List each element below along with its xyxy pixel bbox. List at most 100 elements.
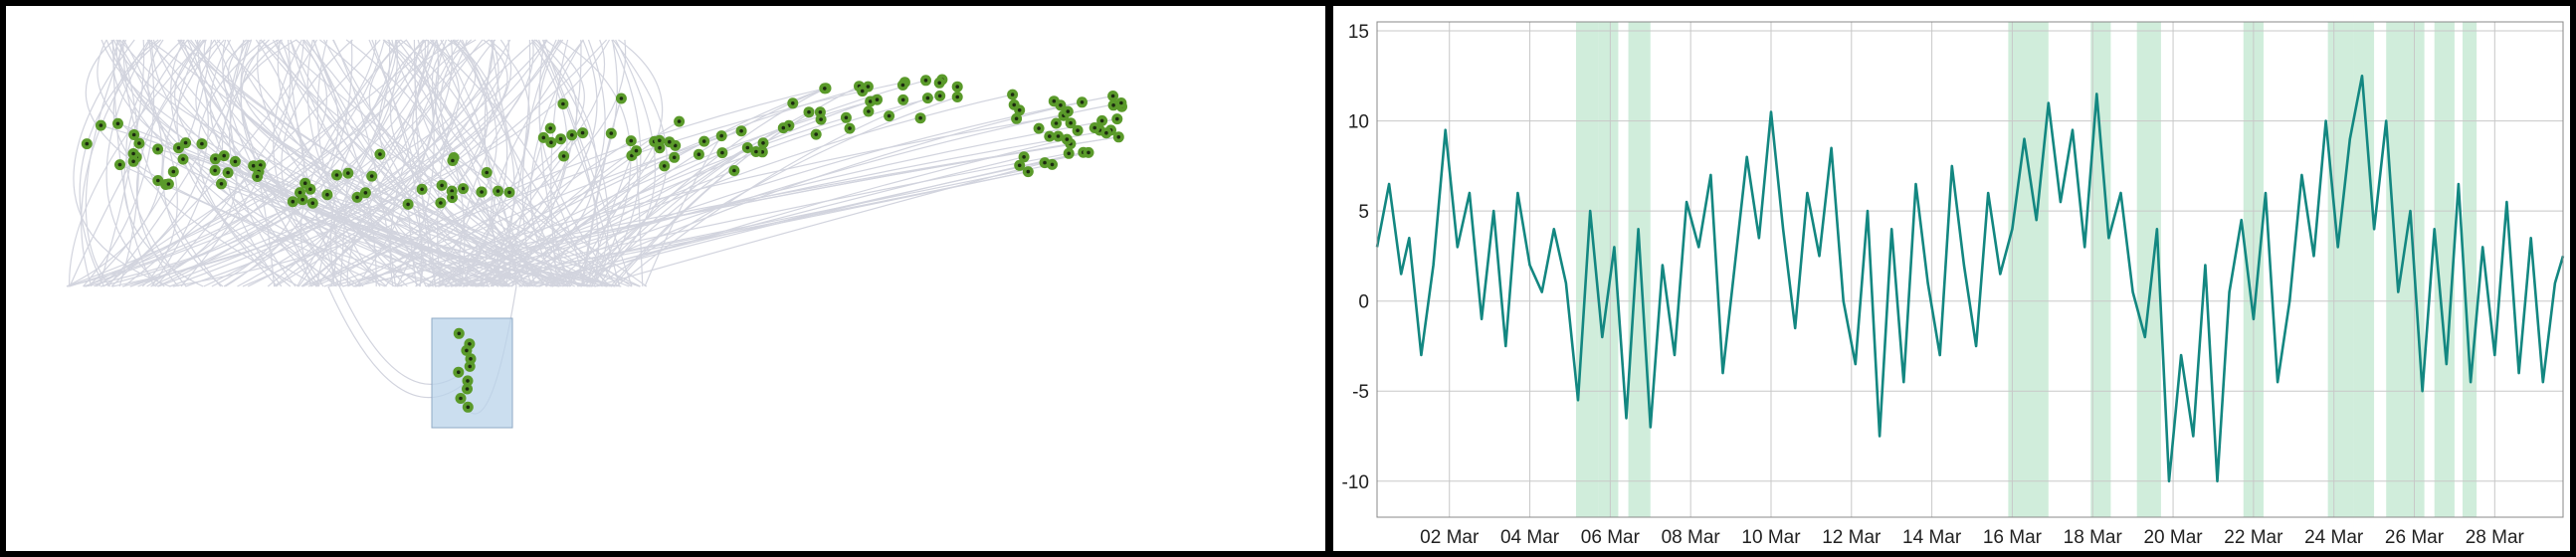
- graph-node[interactable]: [331, 169, 342, 181]
- graph-node[interactable]: [715, 130, 727, 142]
- graph-node[interactable]: [654, 142, 666, 154]
- graph-node[interactable]: [544, 122, 556, 134]
- graph-node[interactable]: [1051, 117, 1062, 129]
- timeseries-panel[interactable]: 15 10 5 0 -5 -10 02 Mar 04 Mar 06 Mar 08 Mar 10 M…: [1333, 6, 2570, 551]
- graph-node[interactable]: [664, 136, 676, 148]
- graph-node[interactable]: [476, 186, 488, 198]
- graph-node[interactable]: [180, 137, 192, 149]
- graph-node[interactable]: [402, 198, 414, 210]
- graph-node[interactable]: [537, 131, 549, 143]
- network-graph[interactable]: [6, 6, 1325, 551]
- graph-node[interactable]: [1077, 96, 1088, 108]
- graph-node[interactable]: [897, 93, 909, 105]
- graph-node[interactable]: [447, 192, 458, 204]
- graph-node[interactable]: [857, 86, 869, 97]
- graph-node[interactable]: [1089, 122, 1100, 133]
- graph-node[interactable]: [698, 135, 710, 147]
- graph-node[interactable]: [1014, 159, 1026, 171]
- graph-nodes[interactable]: [81, 74, 1127, 413]
- graph-node[interactable]: [209, 164, 221, 176]
- graph-node[interactable]: [1022, 166, 1034, 178]
- graph-node[interactable]: [461, 344, 473, 356]
- graph-node[interactable]: [462, 375, 474, 387]
- graph-node[interactable]: [152, 175, 164, 186]
- graph-node[interactable]: [750, 146, 762, 157]
- graph-node[interactable]: [455, 393, 467, 404]
- graph-node[interactable]: [1044, 130, 1056, 142]
- graph-node[interactable]: [884, 110, 895, 122]
- graph-node[interactable]: [933, 77, 945, 89]
- graph-node[interactable]: [921, 93, 933, 104]
- graph-node[interactable]: [669, 151, 681, 163]
- graph-node[interactable]: [287, 196, 298, 208]
- graph-node[interactable]: [605, 127, 617, 139]
- graph-node[interactable]: [787, 97, 799, 109]
- graph-node[interactable]: [914, 112, 926, 124]
- graph-node[interactable]: [716, 147, 728, 159]
- graph-node[interactable]: [374, 148, 386, 160]
- graph-node[interactable]: [1011, 112, 1023, 124]
- graph-node[interactable]: [1061, 133, 1073, 145]
- graph-node[interactable]: [735, 125, 747, 137]
- graph-node[interactable]: [152, 143, 164, 155]
- graph-node[interactable]: [321, 189, 333, 201]
- graph-node[interactable]: [863, 105, 875, 117]
- graph-node[interactable]: [162, 178, 174, 190]
- graph-node[interactable]: [1100, 127, 1112, 139]
- graph-node[interactable]: [464, 360, 476, 372]
- graph-node[interactable]: [844, 122, 856, 134]
- graph-node[interactable]: [458, 183, 469, 195]
- graph-node[interactable]: [577, 127, 589, 139]
- graph-node[interactable]: [1018, 151, 1030, 163]
- graph-node[interactable]: [951, 81, 963, 93]
- graph-node[interactable]: [555, 133, 567, 145]
- graph-node[interactable]: [252, 171, 264, 182]
- graph-node[interactable]: [819, 83, 831, 94]
- graph-node[interactable]: [436, 179, 448, 191]
- graph-node[interactable]: [435, 197, 447, 209]
- graph-node[interactable]: [659, 160, 671, 172]
- graph-node[interactable]: [503, 186, 515, 198]
- graph-node[interactable]: [1063, 147, 1075, 159]
- graph-node[interactable]: [934, 90, 946, 101]
- graph-node[interactable]: [453, 327, 465, 339]
- graph-node[interactable]: [177, 153, 189, 165]
- graph-node[interactable]: [81, 138, 93, 150]
- graph-node[interactable]: [222, 167, 234, 179]
- graph-node[interactable]: [803, 106, 815, 118]
- graph-node[interactable]: [615, 93, 627, 104]
- graph-node[interactable]: [557, 98, 569, 109]
- graph-node[interactable]: [625, 135, 637, 147]
- graph-node[interactable]: [416, 183, 428, 195]
- graph-node[interactable]: [133, 137, 145, 149]
- graph-node[interactable]: [872, 93, 883, 105]
- graph-node[interactable]: [112, 117, 123, 129]
- graph-node[interactable]: [1083, 146, 1094, 158]
- graph-node[interactable]: [453, 366, 465, 378]
- graph-node[interactable]: [566, 129, 578, 141]
- graph-node[interactable]: [558, 150, 570, 162]
- graph-node[interactable]: [359, 187, 371, 199]
- graph-node[interactable]: [693, 148, 704, 160]
- graph-node[interactable]: [1107, 91, 1119, 101]
- graph-node[interactable]: [462, 383, 473, 395]
- graph-node[interactable]: [114, 159, 125, 171]
- graph-node[interactable]: [741, 142, 753, 153]
- graph-node[interactable]: [229, 155, 241, 167]
- graph-node[interactable]: [1111, 113, 1123, 125]
- graph-node[interactable]: [1072, 124, 1084, 136]
- graph-node[interactable]: [351, 191, 363, 203]
- graph-node[interactable]: [447, 155, 459, 166]
- graph-node[interactable]: [95, 119, 106, 131]
- graph-node[interactable]: [218, 150, 230, 162]
- graph-node[interactable]: [493, 185, 503, 197]
- graph-node[interactable]: [167, 166, 179, 178]
- graph-node[interactable]: [481, 167, 493, 178]
- graph-node[interactable]: [1096, 114, 1108, 126]
- graph-node[interactable]: [128, 129, 140, 140]
- graph-node[interactable]: [1033, 122, 1045, 134]
- graph-node[interactable]: [777, 122, 789, 134]
- graph-node[interactable]: [209, 153, 221, 165]
- graph-node[interactable]: [757, 137, 769, 149]
- graph-node[interactable]: [674, 115, 686, 127]
